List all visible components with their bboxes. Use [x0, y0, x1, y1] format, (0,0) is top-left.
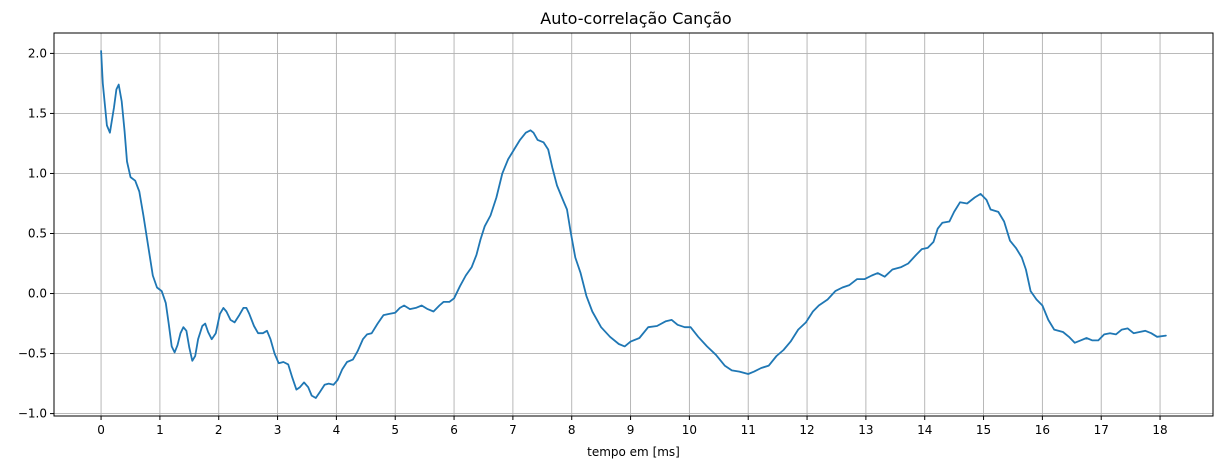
x-axis: 0 1 2 3 4 5 6 7 8 9 10 11 12 13 14 15 16 17 18 — [97, 416, 1168, 437]
x-tick-label: 3 — [274, 423, 282, 437]
x-tick-label: 5 — [391, 423, 399, 437]
y-axis: −1.0 −0.5 0.0 0.5 1.0 1.5 2.0 — [18, 46, 54, 421]
y-tick-label: 1.0 — [28, 166, 47, 180]
grid-lines — [54, 33, 1213, 416]
x-tick-label: 17 — [1094, 423, 1109, 437]
x-tick-label: 15 — [976, 423, 991, 437]
y-tick-label: 2.0 — [28, 46, 47, 60]
y-tick-label: 0.5 — [28, 227, 47, 241]
x-tick-label: 16 — [1035, 423, 1050, 437]
y-tick-label: −1.0 — [18, 407, 47, 421]
y-tick-label: −0.5 — [18, 347, 47, 361]
axes-frame — [53, 32, 1214, 417]
y-tick-label: 1.5 — [28, 106, 47, 120]
x-tick-label: 0 — [97, 423, 105, 437]
x-tick-label: 18 — [1152, 423, 1167, 437]
x-tick-label: 11 — [741, 423, 756, 437]
chart-title: Auto-correlação Canção — [540, 9, 731, 28]
x-tick-label: 8 — [568, 423, 576, 437]
series-line — [100, 50, 1167, 399]
x-tick-label: 10 — [682, 423, 697, 437]
x-tick-label: 1 — [156, 423, 164, 437]
x-axis-label: tempo em [ms] — [587, 445, 680, 459]
plot-area — [100, 50, 1167, 399]
x-tick-label: 7 — [509, 423, 517, 437]
x-tick-label: 14 — [917, 423, 932, 437]
x-tick-label: 12 — [799, 423, 814, 437]
x-tick-label: 4 — [333, 423, 341, 437]
x-tick-label: 9 — [627, 423, 635, 437]
x-tick-label: 6 — [450, 423, 458, 437]
x-tick-label: 2 — [215, 423, 223, 437]
y-tick-label: 0.0 — [28, 287, 47, 301]
x-tick-label: 13 — [858, 423, 873, 437]
